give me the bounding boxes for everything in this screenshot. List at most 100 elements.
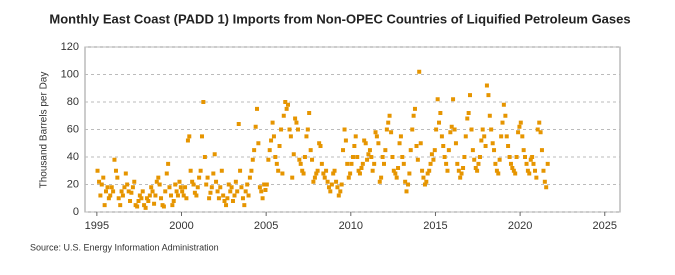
point [118, 203, 123, 208]
point [480, 127, 485, 132]
point [290, 175, 295, 180]
point [513, 171, 518, 176]
point [164, 171, 169, 176]
point [374, 134, 379, 139]
point [528, 157, 533, 162]
point [128, 199, 133, 203]
point [246, 193, 251, 198]
point [410, 127, 415, 132]
point [349, 161, 354, 166]
point [357, 171, 362, 176]
point [269, 138, 274, 143]
point [219, 168, 224, 173]
point [325, 179, 330, 184]
point [387, 113, 392, 118]
point [379, 175, 384, 180]
y-tick-label: 120 [61, 41, 79, 53]
point [108, 193, 113, 198]
point [287, 127, 292, 132]
point [300, 168, 305, 173]
point [142, 203, 147, 208]
point [106, 196, 111, 201]
point [288, 134, 293, 139]
point [311, 179, 316, 184]
point [263, 188, 268, 192]
point [152, 201, 157, 206]
point [508, 161, 513, 166]
y-tick-label: 100 [61, 68, 79, 80]
point [307, 111, 312, 115]
point [204, 182, 209, 187]
point [469, 127, 474, 132]
point [401, 161, 406, 166]
point [492, 148, 497, 153]
point [285, 102, 290, 107]
point [301, 171, 306, 176]
point [215, 189, 220, 194]
point [101, 175, 106, 180]
point [109, 185, 114, 190]
point [305, 127, 310, 132]
point [271, 134, 276, 139]
point [408, 148, 413, 153]
point [103, 189, 108, 194]
point [412, 106, 417, 111]
point [314, 171, 319, 176]
point [249, 168, 254, 173]
point [276, 168, 281, 173]
x-tick-label: 2000 [169, 220, 193, 232]
point [175, 193, 180, 198]
point [389, 130, 394, 135]
point [449, 124, 454, 129]
point [113, 168, 118, 173]
point [177, 179, 182, 184]
point [465, 116, 470, 121]
point [376, 141, 381, 146]
point [99, 182, 104, 187]
point [500, 120, 505, 125]
point [431, 157, 436, 162]
point [295, 127, 300, 132]
point [393, 171, 398, 176]
point [157, 182, 162, 187]
point [321, 171, 326, 176]
point [518, 120, 523, 125]
point [205, 175, 210, 180]
point [202, 155, 207, 159]
point [516, 130, 521, 135]
point [166, 161, 171, 166]
point [448, 130, 453, 135]
point [209, 185, 214, 190]
point [530, 155, 535, 159]
point [195, 185, 200, 190]
point [302, 155, 307, 159]
point [483, 144, 488, 148]
point [233, 179, 238, 184]
point [132, 179, 137, 184]
point [420, 168, 425, 173]
point [367, 148, 372, 153]
point [438, 111, 443, 115]
point [201, 100, 206, 104]
point [404, 189, 409, 194]
point [381, 161, 386, 166]
point [310, 157, 315, 162]
point [489, 127, 494, 132]
point [362, 138, 367, 143]
point [487, 113, 492, 118]
point [153, 193, 158, 198]
point [144, 196, 149, 201]
point [283, 100, 288, 104]
point [360, 161, 365, 166]
point [517, 124, 522, 129]
point [291, 152, 296, 157]
point [462, 155, 467, 159]
point [390, 155, 395, 159]
point [111, 189, 116, 194]
point [428, 161, 433, 166]
point [232, 193, 237, 198]
point [140, 189, 145, 194]
point [187, 134, 192, 139]
point [293, 116, 298, 121]
point [212, 152, 217, 157]
